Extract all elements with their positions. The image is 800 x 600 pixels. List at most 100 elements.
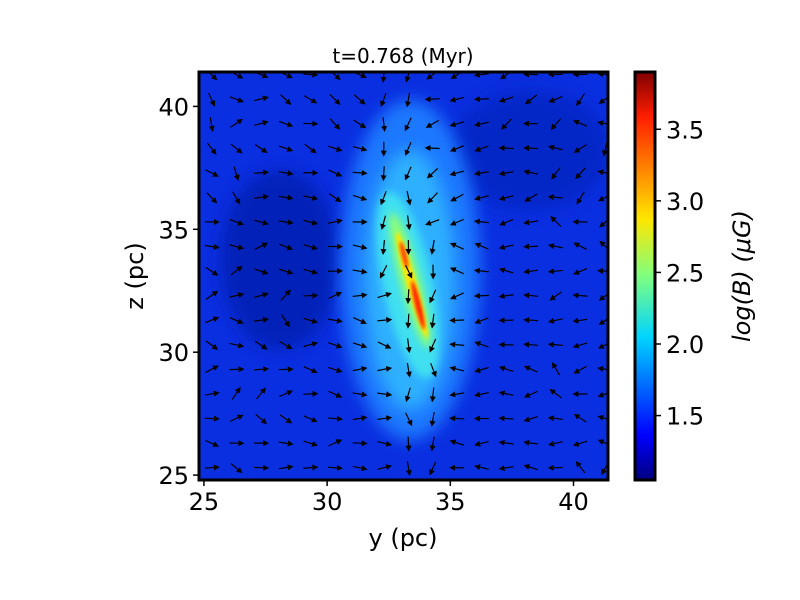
field-vector — [303, 390, 319, 397]
field-vector — [425, 119, 440, 128]
field-vector — [450, 193, 464, 202]
field-vector — [449, 267, 464, 275]
field-vector — [424, 96, 440, 103]
field-vector — [449, 292, 464, 300]
field-vector — [254, 120, 269, 126]
field-vector — [303, 72, 319, 78]
field-vector — [405, 436, 412, 452]
field-vector — [551, 167, 561, 180]
field-vector — [405, 338, 412, 354]
field-vector — [352, 244, 368, 250]
field-vector — [205, 169, 219, 177]
field-vector — [303, 219, 319, 226]
field-vector — [572, 342, 588, 349]
field-vector — [547, 415, 563, 422]
field-vector — [498, 415, 514, 422]
field-vector — [449, 341, 465, 348]
field-vector — [328, 317, 343, 324]
x-tick-label: 30 — [312, 488, 343, 516]
field-vector — [380, 191, 387, 206]
field-vector — [254, 219, 269, 226]
heatmap-dark-region-left — [220, 170, 340, 350]
field-vector — [598, 96, 608, 104]
field-vector — [329, 94, 341, 105]
y-axis-label: z (pc) — [121, 242, 149, 309]
colorbar — [633, 70, 657, 482]
field-vector — [205, 439, 220, 447]
field-vector — [552, 362, 561, 376]
field-vector — [426, 72, 438, 80]
field-vector — [573, 365, 587, 374]
field-vector — [449, 415, 465, 422]
field-vector — [353, 119, 367, 129]
field-vector — [550, 215, 562, 227]
field-vector — [573, 413, 587, 423]
field-vector — [599, 240, 608, 250]
field-vector — [549, 388, 562, 399]
field-vector — [327, 464, 343, 471]
heatmap-core-red-upper — [399, 241, 409, 269]
field-vector — [254, 242, 269, 250]
field-vector — [547, 440, 563, 447]
field-vector — [352, 342, 368, 349]
x-tick-label: 25 — [189, 488, 220, 516]
field-vector — [405, 264, 413, 279]
field-vector — [328, 390, 343, 398]
field-vector — [573, 119, 588, 127]
field-vector — [229, 317, 244, 324]
field-vector — [449, 145, 464, 152]
field-vector — [429, 412, 436, 427]
field-vector — [380, 166, 387, 182]
field-vector — [229, 342, 245, 349]
field-vector — [575, 167, 586, 180]
field-vector — [377, 464, 393, 470]
field-vector — [597, 391, 608, 398]
field-vector — [254, 316, 269, 323]
field-vector — [352, 292, 368, 299]
field-vector — [329, 118, 341, 130]
colorbar-tick-label: 3.0 — [666, 188, 704, 216]
field-vector — [278, 194, 294, 201]
field-vector — [523, 145, 539, 152]
field-vector — [405, 92, 411, 108]
field-vector — [498, 195, 514, 201]
field-vector — [573, 144, 587, 153]
field-vector — [377, 341, 392, 349]
field-vector — [498, 96, 514, 103]
field-vector — [331, 72, 341, 81]
field-vector — [598, 317, 608, 326]
field-vector — [280, 94, 292, 105]
field-vector — [255, 413, 268, 425]
field-vector — [524, 94, 538, 105]
field-vector — [327, 415, 343, 422]
field-vector — [254, 366, 270, 373]
x-axis: 25 30 35 40 — [189, 480, 589, 516]
field-vector — [547, 341, 563, 348]
field-vector — [278, 120, 294, 128]
field-vector — [498, 439, 514, 446]
field-vector — [498, 267, 514, 274]
field-vector — [473, 170, 489, 177]
field-vector — [498, 293, 514, 299]
field-vector — [498, 145, 514, 152]
field-vector — [303, 268, 319, 275]
field-vector — [404, 141, 412, 156]
field-vector — [380, 92, 387, 108]
field-vector — [473, 292, 489, 299]
field-vector — [547, 243, 563, 249]
field-vector — [352, 465, 368, 472]
field-vector — [474, 145, 489, 152]
field-vector — [405, 289, 412, 305]
plot-area — [199, 72, 608, 480]
field-vector — [279, 341, 293, 350]
field-vector — [303, 317, 319, 324]
field-vector — [405, 461, 412, 477]
field-vector — [229, 414, 244, 422]
field-vector — [405, 313, 412, 329]
field-vector — [449, 218, 464, 226]
field-vector — [278, 268, 294, 275]
field-vector — [498, 244, 514, 250]
field-vector — [474, 317, 489, 324]
plot-frame — [197, 70, 610, 482]
field-vector — [229, 96, 244, 103]
